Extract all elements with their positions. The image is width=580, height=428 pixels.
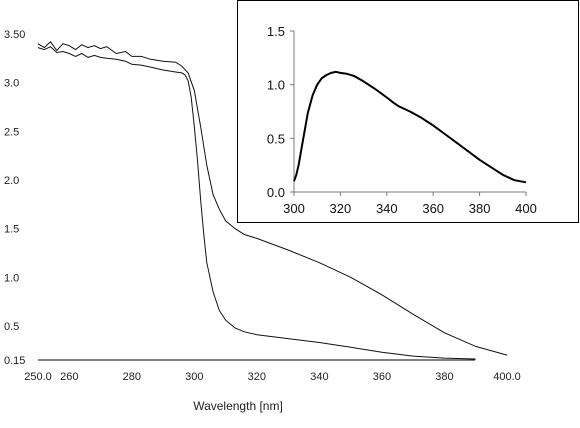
main-chart: 250.0 260 280 300 320 340 360 380 400.0 0.15 0.5 1… xyxy=(4,29,521,413)
inset-x-tick-label: 380 xyxy=(469,201,491,216)
main-x-axis-label: Wavelength [nm] xyxy=(193,399,283,413)
main-y-tick-label: 2.5 xyxy=(4,126,19,138)
main-series-group xyxy=(37,41,508,360)
main-y-tick-label: 1.5 xyxy=(4,224,19,236)
main-series-2-line xyxy=(37,46,476,360)
main-x-tick-label: 280 xyxy=(123,371,141,383)
main-x-tick-label: 400.0 xyxy=(493,371,521,383)
main-y-tick-label: 0.5 xyxy=(4,321,19,333)
main-y-tick-label: 3.0 xyxy=(4,78,19,90)
main-y-tick-label: 3.50 xyxy=(4,29,25,41)
inset-y-tick-label: 1.0 xyxy=(267,78,285,93)
main-y-tick-label: 0.15 xyxy=(4,355,25,367)
main-y-ticks: 0.15 0.5 1.0 1.5 2.0 2.5 3.0 3.50 xyxy=(4,29,25,367)
inset-chart: 300 320 340 360 380 400 0.0 0.5 1.0 1.5 xyxy=(237,0,579,223)
inset-y-tick-label: 1.5 xyxy=(267,24,285,39)
main-series-1-line xyxy=(37,41,508,356)
main-x-tick-label: 340 xyxy=(310,371,328,383)
inset-x-tick-label: 300 xyxy=(283,201,305,216)
main-x-tick-label: 260 xyxy=(60,371,78,383)
inset-series-1-line xyxy=(293,70,527,184)
inset-y-ticks: 0.0 0.5 1.0 1.5 xyxy=(267,24,294,200)
main-y-tick-label: 1.0 xyxy=(4,272,19,284)
main-y-tick-label: 2.0 xyxy=(4,175,19,187)
inset-x-tick-label: 360 xyxy=(422,201,444,216)
main-x-tick-label: 360 xyxy=(373,371,391,383)
inset-series-group xyxy=(293,70,527,184)
main-x-ticks: 250.0 260 280 300 320 340 360 380 400.0 xyxy=(24,371,521,383)
main-x-tick-label: 300 xyxy=(185,371,203,383)
inset-x-tick-label: 400 xyxy=(515,201,537,216)
main-x-tick-label: 320 xyxy=(248,371,266,383)
inset-x-tick-label: 340 xyxy=(376,201,398,216)
inset-x-ticks: 300 320 340 360 380 400 xyxy=(283,192,537,216)
inset-x-tick-label: 320 xyxy=(330,201,352,216)
inset-y-tick-label: 0.5 xyxy=(267,131,285,146)
main-x-tick-label: 380 xyxy=(435,371,453,383)
main-x-tick-label: 250.0 xyxy=(24,371,52,383)
inset-y-tick-label: 0.0 xyxy=(267,185,285,200)
